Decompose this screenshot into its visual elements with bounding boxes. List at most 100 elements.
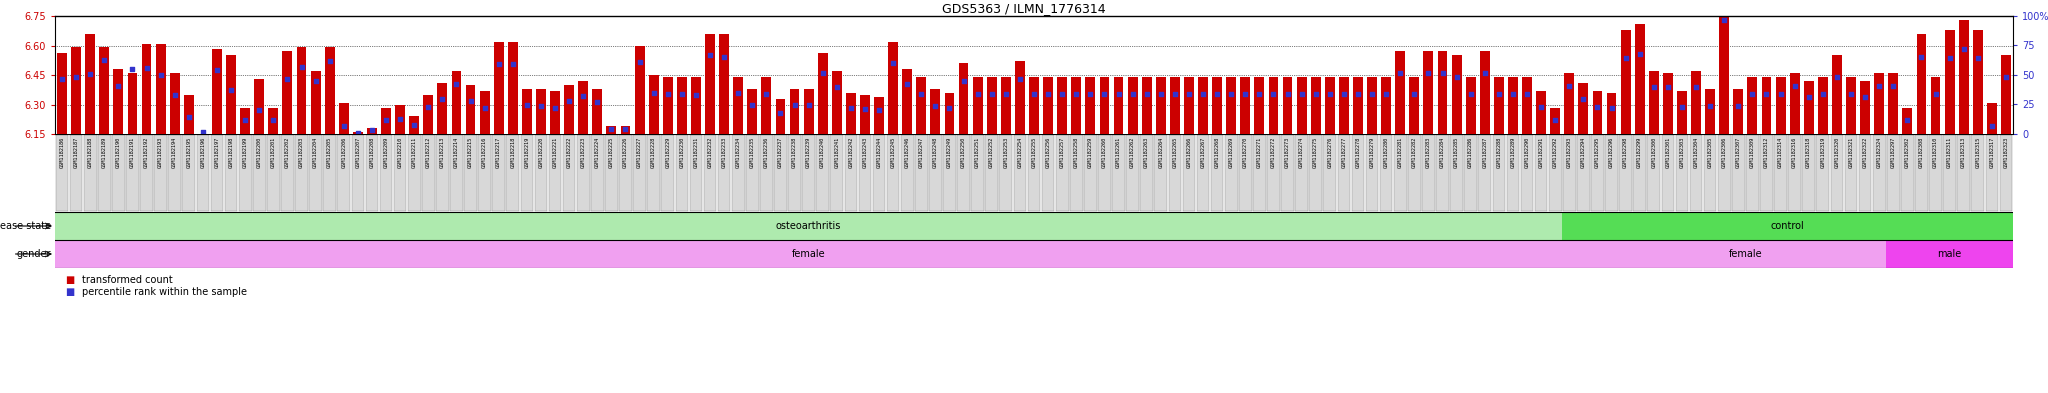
Text: GSM1182207: GSM1182207: [356, 136, 360, 167]
FancyBboxPatch shape: [1337, 135, 1350, 211]
Point: [397, 121, 430, 128]
Text: GSM1182300: GSM1182300: [1651, 136, 1657, 167]
Point: [1399, 91, 1432, 97]
Text: GSM1182305: GSM1182305: [1708, 136, 1712, 167]
Text: GSM1182191: GSM1182191: [129, 136, 135, 167]
FancyBboxPatch shape: [1294, 135, 1309, 211]
Point: [596, 126, 629, 132]
Bar: [465, 85, 475, 134]
Bar: [690, 77, 700, 134]
Text: GSM1182293: GSM1182293: [1567, 136, 1571, 167]
Point: [215, 87, 248, 94]
Bar: [621, 126, 631, 134]
FancyBboxPatch shape: [352, 135, 365, 211]
FancyBboxPatch shape: [451, 135, 463, 211]
Point: [821, 84, 854, 90]
Bar: [225, 55, 236, 134]
Bar: [438, 83, 446, 134]
FancyBboxPatch shape: [1436, 135, 1448, 211]
FancyBboxPatch shape: [844, 135, 858, 211]
Bar: [1128, 77, 1137, 134]
Text: GSM1182258: GSM1182258: [1073, 136, 1079, 167]
Text: GSM1182284: GSM1182284: [1440, 136, 1446, 167]
Bar: [494, 42, 504, 134]
Text: GSM1182221: GSM1182221: [553, 136, 557, 167]
Point: [666, 91, 698, 97]
Bar: [1620, 30, 1630, 134]
Point: [1876, 83, 1909, 89]
FancyBboxPatch shape: [887, 135, 899, 211]
FancyBboxPatch shape: [252, 135, 266, 211]
FancyBboxPatch shape: [338, 135, 350, 211]
FancyBboxPatch shape: [817, 135, 829, 211]
FancyBboxPatch shape: [1534, 135, 1548, 211]
Text: GSM1182214: GSM1182214: [455, 136, 459, 167]
Text: GSM1182215: GSM1182215: [469, 136, 473, 167]
FancyBboxPatch shape: [295, 135, 307, 211]
FancyBboxPatch shape: [705, 135, 717, 211]
Point: [158, 92, 190, 98]
Point: [1298, 91, 1331, 97]
Point: [1849, 94, 1882, 101]
Bar: [1604, 240, 1886, 268]
Point: [88, 57, 121, 63]
FancyBboxPatch shape: [1886, 135, 1901, 211]
Bar: [987, 77, 997, 134]
FancyBboxPatch shape: [1999, 135, 2013, 211]
Bar: [1550, 108, 1561, 134]
Text: GSM1182282: GSM1182282: [1411, 136, 1417, 167]
Text: osteoarthritis: osteoarthritis: [776, 221, 842, 231]
Bar: [1706, 89, 1714, 134]
Point: [1835, 91, 1868, 97]
Bar: [748, 89, 758, 134]
Text: GSM1182266: GSM1182266: [1186, 136, 1192, 167]
Point: [74, 71, 106, 77]
Point: [680, 92, 713, 98]
FancyBboxPatch shape: [604, 135, 618, 211]
Point: [1919, 91, 1952, 97]
Bar: [791, 89, 799, 134]
FancyBboxPatch shape: [760, 135, 772, 211]
Bar: [141, 44, 152, 134]
Point: [793, 101, 825, 108]
Bar: [874, 97, 885, 134]
Bar: [1452, 55, 1462, 134]
FancyBboxPatch shape: [113, 135, 125, 211]
Bar: [1100, 77, 1110, 134]
Bar: [563, 85, 573, 134]
Bar: [113, 69, 123, 134]
Text: GSM1182213: GSM1182213: [440, 136, 444, 167]
Point: [1989, 74, 2021, 81]
Bar: [678, 77, 686, 134]
Bar: [311, 71, 322, 134]
Point: [1497, 91, 1530, 97]
Point: [905, 91, 938, 97]
Point: [891, 81, 924, 88]
FancyBboxPatch shape: [745, 135, 758, 211]
FancyBboxPatch shape: [690, 135, 702, 211]
Point: [1538, 117, 1571, 123]
Bar: [1282, 77, 1292, 134]
Text: GSM1182308: GSM1182308: [1919, 136, 1923, 167]
Bar: [1169, 77, 1180, 134]
FancyBboxPatch shape: [1069, 135, 1083, 211]
FancyBboxPatch shape: [1647, 135, 1661, 211]
FancyBboxPatch shape: [422, 135, 434, 211]
Point: [1186, 91, 1219, 97]
FancyBboxPatch shape: [1210, 135, 1223, 211]
Bar: [1423, 51, 1434, 134]
Text: GSM1182274: GSM1182274: [1298, 136, 1305, 167]
Point: [1821, 74, 1853, 81]
Text: GSM1182233: GSM1182233: [721, 136, 727, 167]
Text: GSM1182224: GSM1182224: [594, 136, 600, 167]
FancyBboxPatch shape: [225, 135, 238, 211]
Point: [256, 117, 289, 123]
FancyBboxPatch shape: [98, 135, 111, 211]
Text: GSM1182319: GSM1182319: [1821, 136, 1825, 167]
Text: GSM1182209: GSM1182209: [383, 136, 389, 167]
Text: GSM1182217: GSM1182217: [496, 136, 502, 167]
Text: GSM1182216: GSM1182216: [481, 136, 487, 167]
FancyBboxPatch shape: [520, 135, 532, 211]
Bar: [1946, 30, 1954, 134]
Point: [1370, 91, 1403, 97]
